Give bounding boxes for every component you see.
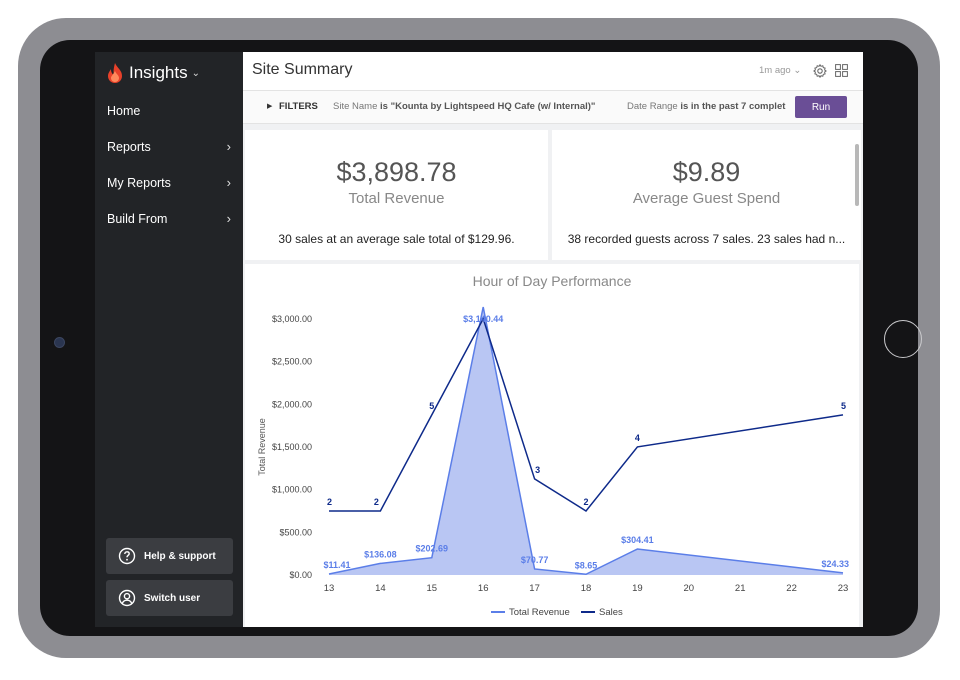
sidebar-item-label: Reports: [107, 140, 151, 154]
revenue-data-label: $24.33: [821, 559, 849, 569]
sales-data-label: 2: [327, 497, 332, 507]
y-tick-label: $1,000.00: [272, 485, 312, 495]
kpi-description: 38 recorded guests across 7 sales. 23 sa…: [567, 232, 846, 246]
home-button[interactable]: [884, 320, 922, 358]
x-tick-label: 17: [529, 583, 540, 594]
caret-right-icon[interactable]: ▶: [267, 103, 273, 110]
sidebar-item-build-from[interactable]: Build From ›: [95, 205, 243, 233]
kpi-card-total-revenue[interactable]: $3,898.78 Total Revenue 30 sales at an a…: [245, 130, 548, 260]
filter-key: Date Range: [627, 101, 678, 112]
y-axis-label: Total Revenue: [257, 418, 267, 476]
sidebar-item-reports[interactable]: Reports ›: [95, 133, 243, 161]
sidebar-item-my-reports[interactable]: My Reports ›: [95, 169, 243, 197]
y-tick-label: $2,500.00: [272, 357, 312, 367]
chevron-down-icon: ⌄: [191, 67, 200, 79]
switch-user-label: Switch user: [144, 592, 201, 604]
title-bar: Site Summary 1m ago ⌄: [243, 52, 863, 91]
filter-value: "Kounta by Lightspeed HQ Cafe (w/ Intern…: [390, 101, 596, 112]
y-tick-label: $500.00: [279, 527, 312, 537]
hour-of-day-chart: Hour of Day Performance Total Revenue $0.0…: [257, 273, 849, 618]
date-range-filter[interactable]: Date Range is in the past 7 complet: [627, 101, 791, 112]
x-tick-label: 13: [324, 583, 335, 594]
sidebar: Insights ⌄ Home Reports › My Reports › B…: [95, 52, 243, 627]
app-screen: Insights ⌄ Home Reports › My Reports › B…: [95, 52, 863, 627]
app-logo[interactable]: Insights ⌄: [107, 61, 200, 85]
chevron-right-icon: ›: [226, 139, 231, 154]
x-tick-label: 18: [581, 583, 592, 594]
camera-icon: [54, 337, 65, 348]
kpi-card-average-guest-spend[interactable]: $9.89 Average Guest Spend 38 recorded gu…: [552, 130, 861, 260]
dashboard-grid-icon[interactable]: [835, 64, 848, 77]
x-tick-label: 21: [735, 583, 746, 594]
gear-icon[interactable]: [813, 64, 827, 78]
kpi-value: $9.89: [672, 157, 741, 187]
main-content: Site Summary 1m ago ⌄ ▶ FILTERS Site Nam…: [243, 52, 863, 627]
y-tick-label: $3,000.00: [272, 314, 312, 324]
sales-data-label: 2: [583, 497, 588, 507]
revenue-data-label: $304.41: [621, 535, 654, 545]
x-tick-label: 22: [786, 583, 797, 594]
filter-operator: is: [380, 101, 388, 112]
x-tick-label: 15: [427, 583, 438, 594]
revenue-data-label: $202.69: [416, 544, 449, 554]
revenue-data-label: $70.77: [521, 555, 549, 565]
legend-revenue-label: Total Revenue: [509, 607, 570, 618]
user-icon: [118, 589, 136, 607]
kpi-description: 30 sales at an average sale total of $12…: [278, 232, 515, 246]
sales-data-label: 3: [535, 465, 540, 475]
y-tick-label: $0.00: [289, 570, 312, 580]
revenue-line: [328, 306, 844, 576]
chart-title: Hour of Day Performance: [473, 273, 632, 289]
sales-data-label: 5: [841, 401, 846, 411]
run-button[interactable]: Run: [795, 96, 847, 118]
last-updated-text: 1m ago: [759, 65, 791, 76]
revenue-area: [329, 307, 843, 575]
page-title: Site Summary: [252, 61, 353, 78]
filter-bar: ▶ FILTERS Site Name is "Kounta by Lights…: [243, 91, 863, 124]
filter-key: Site Name: [333, 101, 378, 112]
question-icon: [118, 547, 136, 565]
revenue-data-label: $11.41: [323, 560, 350, 570]
chevron-right-icon: ›: [226, 211, 231, 226]
sales-data-label: 2: [374, 497, 379, 507]
sales-line: [329, 316, 844, 512]
y-tick-label: $2,000.00: [272, 399, 312, 409]
x-tick-label: 19: [632, 583, 643, 594]
x-tick-label: 23: [838, 583, 849, 594]
app-name: Insights: [129, 63, 188, 82]
site-name-filter[interactable]: Site Name is "Kounta by Lightspeed HQ Ca…: [333, 101, 595, 112]
flame-logo-icon: [108, 63, 122, 83]
sidebar-item-home[interactable]: Home: [95, 97, 243, 125]
sales-data-label: 5: [429, 401, 434, 411]
filters-toggle[interactable]: FILTERS: [279, 101, 318, 112]
help-support-label: Help & support: [144, 550, 216, 562]
sidebar-item-label: My Reports: [107, 176, 171, 190]
help-support-button[interactable]: Help & support: [106, 538, 233, 574]
last-updated[interactable]: 1m ago ⌄: [759, 65, 801, 76]
revenue-data-label: $8.65: [575, 560, 598, 570]
x-tick-label: 14: [375, 583, 386, 594]
revenue-data-label: $3,140.44: [463, 314, 503, 324]
hour-of-day-chart-card: Hour of Day Performance Total Revenue $0.0…: [245, 264, 859, 627]
sidebar-item-label: Home: [107, 104, 141, 118]
scrollbar[interactable]: [855, 144, 859, 206]
chevron-down-icon: ⌄: [793, 65, 802, 76]
x-tick-label: 16: [478, 583, 489, 594]
kpi-value: $3,898.78: [336, 157, 457, 187]
filter-value: is in the past 7 complet: [680, 101, 786, 112]
kpi-label: Total Revenue: [348, 190, 445, 207]
y-tick-label: $1,500.00: [272, 442, 312, 452]
kpi-label: Average Guest Spend: [632, 190, 781, 207]
chevron-right-icon: ›: [226, 175, 231, 190]
revenue-data-label: $136.08: [364, 549, 397, 559]
switch-user-button[interactable]: Switch user: [106, 580, 233, 616]
x-tick-label: 20: [684, 583, 695, 594]
sidebar-item-label: Build From: [107, 212, 168, 226]
legend-sales-label: Sales: [599, 607, 623, 618]
sales-data-label: 4: [635, 433, 640, 443]
